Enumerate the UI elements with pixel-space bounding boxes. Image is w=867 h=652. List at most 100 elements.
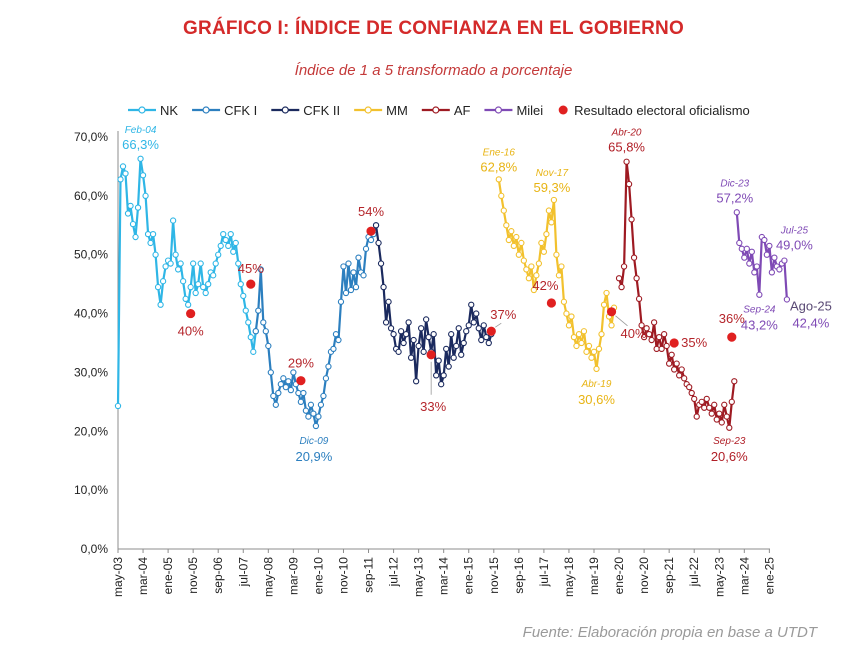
x-tick-label: ene-10: [311, 557, 325, 595]
data-point: [377, 260, 385, 267]
annotation-value: 20,6%: [711, 449, 748, 464]
data-point: [706, 404, 713, 411]
electoral-result-marker: [426, 350, 436, 360]
data-point: [237, 280, 244, 288]
data-point: [405, 319, 412, 326]
data-point: [776, 266, 783, 273]
data-point: [523, 266, 530, 273]
electoral-result-label: 36%: [719, 311, 745, 326]
y-tick-label: 40,0%: [74, 307, 108, 321]
data-point: [337, 298, 345, 305]
data-point: [202, 289, 209, 297]
data-point: [593, 365, 600, 373]
x-tick-label: ene-25: [762, 557, 776, 595]
data-point: [400, 339, 407, 347]
data-point: [503, 222, 510, 229]
data-point: [277, 381, 284, 388]
data-point: [232, 239, 239, 247]
data-point: [245, 319, 252, 326]
data-point: [475, 325, 482, 332]
data-point: [385, 298, 392, 305]
data-point: [412, 378, 420, 385]
data-point: [733, 209, 740, 216]
data-point: [257, 266, 264, 273]
data-point: [540, 248, 548, 255]
data-point: [543, 230, 550, 238]
data-point: [666, 360, 673, 367]
data-point: [553, 251, 560, 258]
annotation-date: Jul-25: [780, 226, 809, 237]
data-point: [483, 333, 490, 341]
data-point: [550, 196, 558, 204]
data-point: [443, 345, 450, 353]
data-point: [768, 269, 776, 276]
data-point: [315, 413, 322, 420]
data-point: [600, 301, 608, 308]
data-point: [671, 366, 678, 373]
data-point: [325, 363, 332, 370]
data-point: [608, 322, 615, 329]
data-point: [618, 283, 625, 291]
data-point: [362, 245, 370, 252]
data-point: [748, 248, 755, 255]
data-point: [267, 369, 274, 376]
data-point: [255, 307, 262, 314]
data-point: [573, 342, 580, 350]
data-point: [676, 372, 683, 379]
x-tick-label: nov-10: [336, 557, 350, 594]
data-point: [485, 339, 492, 347]
x-tick-label: jul-22: [687, 557, 701, 588]
data-point: [407, 354, 415, 361]
data-point: [658, 345, 665, 353]
data-point: [210, 272, 217, 279]
data-point: [563, 310, 570, 317]
electoral-result-label: 42%: [532, 278, 558, 293]
annotation-date: Sep-23: [713, 436, 746, 447]
data-point: [380, 283, 387, 291]
electoral-result-marker: [606, 307, 617, 317]
data-point: [698, 398, 705, 406]
x-tick-label: jul-17: [537, 557, 551, 588]
y-tick-label: 60,0%: [74, 189, 108, 203]
data-point: [177, 260, 184, 267]
data-point: [190, 260, 197, 267]
data-point: [533, 272, 540, 279]
data-point: [159, 278, 167, 285]
leader-line: [615, 315, 628, 327]
data-point: [681, 375, 688, 382]
legend-label: AF: [454, 103, 471, 118]
y-tick-label: 20,0%: [74, 424, 108, 438]
data-point: [650, 319, 658, 326]
data-point: [387, 325, 395, 332]
data-point: [134, 204, 142, 211]
data-point: [510, 242, 517, 250]
data-point: [262, 328, 269, 335]
legend-label: CFK I: [224, 103, 257, 118]
data-point: [445, 363, 452, 370]
y-tick-label: 0,0%: [81, 542, 109, 556]
data-point: [726, 424, 733, 431]
data-point: [721, 401, 728, 408]
x-tick-label: mar-14: [437, 557, 451, 595]
data-point: [162, 263, 169, 270]
electoral-result-marker: [727, 332, 737, 342]
series-line-nk: [116, 157, 257, 407]
y-tick-label: 10,0%: [74, 483, 108, 497]
data-point: [711, 401, 718, 408]
data-point: [518, 239, 525, 247]
data-point: [247, 333, 254, 341]
data-point: [217, 242, 224, 250]
data-point: [753, 263, 760, 270]
data-point: [345, 260, 352, 267]
x-tick-label: mar-24: [737, 557, 751, 595]
data-point: [645, 331, 653, 338]
data-point: [265, 342, 272, 350]
data-point: [678, 366, 685, 373]
data-point: [643, 325, 650, 332]
data-point: [781, 257, 788, 264]
data-point: [320, 392, 327, 400]
data-point: [270, 392, 277, 400]
data-point: [478, 336, 485, 344]
data-point: [395, 348, 402, 355]
data-point: [741, 254, 748, 261]
